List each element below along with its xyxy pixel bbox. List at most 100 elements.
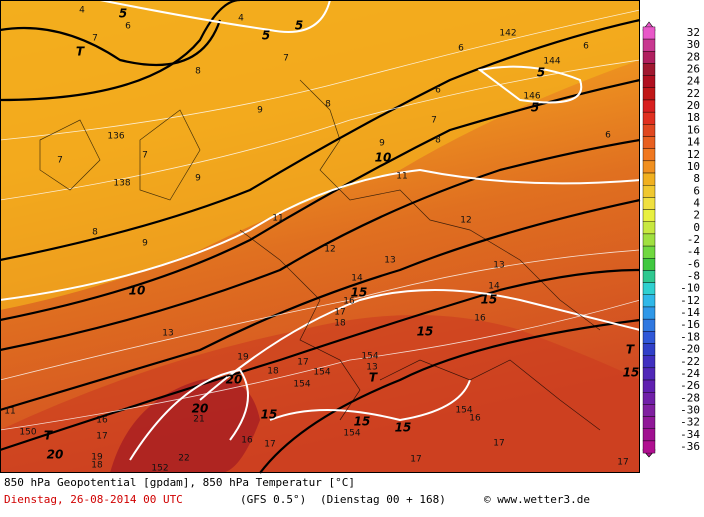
colorbar-swatch <box>642 440 656 454</box>
geopotential-label: 154 <box>455 406 472 416</box>
colorbar-label: -10 <box>680 282 700 295</box>
colorbar-label: -2 <box>687 233 700 246</box>
colorbar-swatch <box>642 209 656 222</box>
colorbar-swatch <box>642 367 656 381</box>
temperature-label: 11 <box>272 214 283 224</box>
temperature-label: 7 <box>142 151 148 161</box>
colorbar-swatch <box>642 63 656 76</box>
colorbar-label: -12 <box>680 294 700 307</box>
geopotential-label: 154 <box>343 429 360 439</box>
temperature-label: 17 <box>334 308 345 318</box>
colorbar-swatch <box>642 392 656 405</box>
temperature-label: 17 <box>410 455 421 465</box>
temperature-label: 7 <box>431 116 437 126</box>
colorbar-label: -34 <box>680 428 700 441</box>
isotherm-label: 10 <box>129 284 146 298</box>
geopotential-contours <box>0 0 641 474</box>
temperature-label: 11 <box>4 407 15 417</box>
colorbar-label: 14 <box>687 136 701 149</box>
colorbar-label: 6 <box>693 184 700 197</box>
colorbar-label: 28 <box>687 50 700 63</box>
colorbar-label: -8 <box>687 270 700 283</box>
temperature-label: 4 <box>79 6 85 16</box>
colorbar-swatch <box>642 172 656 186</box>
footer-title: 850 hPa Geopotential [gpdam], 850 hPa Te… <box>4 476 355 489</box>
isotherm-label: 20 <box>226 373 243 387</box>
isotherm-label: 20 <box>192 402 209 416</box>
colorbar-swatch <box>642 99 656 113</box>
colorbar-swatch <box>642 282 656 295</box>
isotherm-label: 20 <box>47 448 64 462</box>
temperature-label: 9 <box>195 174 201 184</box>
colorbar-label: 24 <box>687 75 701 88</box>
colorbar-label: 0 <box>693 221 700 234</box>
temperature-label: 11 <box>396 172 407 182</box>
isotherm-label: 15 <box>481 293 498 307</box>
temperature-label: 18 <box>334 319 346 329</box>
colorbar-swatch <box>642 331 656 344</box>
temperature-label: 8 <box>325 100 331 110</box>
colorbar-label: -26 <box>680 379 700 392</box>
isotherm-label: 15 <box>261 408 278 422</box>
temperature-label: 13 <box>366 363 377 373</box>
temperature-label: 16 <box>469 414 481 424</box>
colorbar-swatch <box>642 38 656 52</box>
colorbar-label: 10 <box>687 160 700 173</box>
temperature-label: 6 <box>583 42 589 52</box>
colorbar-swatch <box>642 258 656 271</box>
footer-run: (Dienstag 00 + 168) <box>320 493 446 506</box>
colorbar-swatch <box>642 51 656 64</box>
temperature-label: 19 <box>91 453 103 463</box>
colorbar-swatch <box>642 75 656 88</box>
temperature-label: 4 <box>238 14 244 24</box>
isotherm-label: 10 <box>375 151 392 165</box>
colorbar-label: 8 <box>693 172 700 185</box>
isotherm-label: 15 <box>395 421 412 435</box>
footer-model: (GFS 0.5°) <box>240 493 306 506</box>
colorbar-swatch <box>642 26 656 40</box>
temperature-label: 8 <box>195 67 201 77</box>
colorbar-swatch <box>642 87 656 101</box>
temperature-isolines <box>0 9 641 431</box>
temperature-label: 16 <box>96 416 108 426</box>
colorbar-swatch <box>642 185 656 198</box>
colorbar-label: 32 <box>687 26 700 39</box>
colorbar-label: 20 <box>687 99 700 112</box>
colorbar-label: 12 <box>687 148 700 161</box>
temperature-label: 17 <box>493 439 504 449</box>
colorbar-label: 18 <box>687 111 700 124</box>
colorbar-swatch <box>642 343 656 356</box>
temperature-label: 22 <box>178 454 189 464</box>
temperature-label: 17 <box>297 358 308 368</box>
colorbar-swatch <box>642 404 656 417</box>
colorbar-label: 4 <box>693 196 700 209</box>
colorbar-label: -14 <box>680 306 700 319</box>
colorbar-label: 22 <box>687 87 700 100</box>
geopotential-label: 142 <box>499 29 516 39</box>
isotherm-label: 5 <box>537 66 545 80</box>
geopotential-label: 138 <box>113 179 130 189</box>
isotherm-label: 5 <box>262 29 270 43</box>
colorbar-label: -28 <box>680 391 700 404</box>
colorbar-swatch <box>642 318 656 332</box>
geopotential-label: 146 <box>523 92 540 102</box>
colorbar-swatch <box>642 148 656 162</box>
warm-zone <box>0 0 640 310</box>
isotherm-label: 5 <box>119 7 127 21</box>
temperature-label: 17 <box>617 458 628 468</box>
temperature-label: 8 <box>435 136 441 146</box>
temperature-label: 14 <box>488 282 500 292</box>
colorbar-label: 2 <box>693 209 700 222</box>
temperature-label: 7 <box>283 54 289 64</box>
temperature-label: 13 <box>162 329 173 339</box>
colorbar-label: 16 <box>687 123 700 136</box>
colorbar-label: -30 <box>680 403 700 416</box>
isotherm-label: 15 <box>417 325 434 339</box>
colorbar-label: 26 <box>687 63 700 76</box>
low-pressure-marker: T <box>626 343 635 357</box>
temperature-label: 9 <box>142 239 148 249</box>
temperature-label: 13 <box>493 261 504 271</box>
temperature-label: 7 <box>92 34 98 44</box>
isotherm-contours <box>0 0 640 460</box>
colorbar-swatch <box>642 416 656 429</box>
